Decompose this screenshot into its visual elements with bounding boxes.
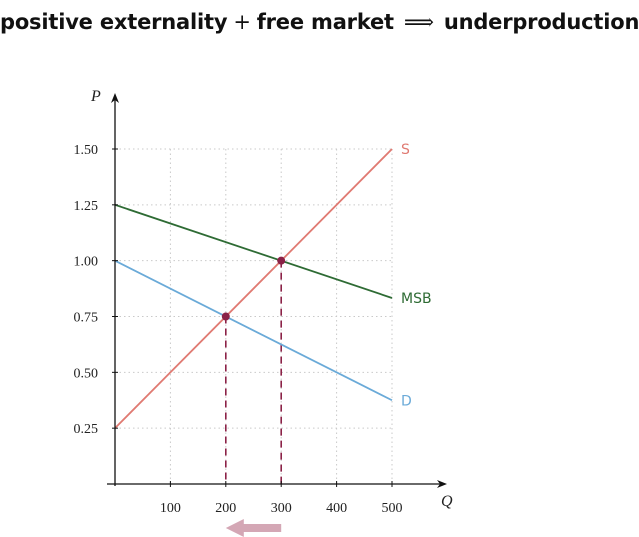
y-axis-arrowhead (111, 93, 119, 103)
title-right: underproduction (443, 10, 639, 34)
curve-msb (114, 203, 393, 299)
x-tick-label: 200 (215, 501, 236, 516)
axes (107, 93, 447, 488)
y-tick-label: 0.50 (74, 366, 99, 381)
shift-arrow-shape (225, 519, 282, 537)
shift-arrow (225, 519, 282, 537)
title-left: positive externality (0, 10, 228, 34)
x-tick-label: 400 (326, 501, 347, 516)
title-arrow: ⟹ (403, 10, 434, 34)
equilibrium-guides (225, 260, 283, 484)
ticks: 100 200 300 400 500 0.25 0.50 0.75 1.00 1.25 1.50 (74, 143, 403, 516)
equilibrium-point (277, 256, 286, 265)
title-plus: + (233, 10, 251, 34)
y-axis-label: P (90, 88, 101, 105)
x-tick-label: 100 (160, 501, 181, 516)
equilibrium-point (221, 312, 230, 321)
grid (115, 148, 393, 484)
curves (114, 148, 393, 429)
y-tick-label: 0.75 (74, 311, 99, 326)
equilibrium-points (221, 256, 286, 321)
curve-label-msb: MSB (401, 291, 432, 307)
x-axis-arrowhead (437, 480, 447, 488)
title-middle: free market (256, 10, 394, 34)
chart-title: positive externality + free market ⟹ underpr… (0, 10, 639, 34)
y-tick-label: 1.50 (74, 143, 99, 158)
curve-d (114, 259, 393, 402)
curve-label-d: D (401, 393, 412, 409)
curve-s (114, 148, 393, 429)
x-axis-label: Q (441, 493, 453, 510)
curve-labels: S MSB D (401, 142, 432, 409)
y-tick-label: 0.25 (74, 422, 99, 437)
x-tick-label: 500 (382, 501, 403, 516)
x-tick-label: 300 (271, 501, 292, 516)
y-tick-label: 1.00 (74, 255, 99, 270)
y-tick-label: 1.25 (74, 199, 99, 214)
curve-label-s: S (401, 142, 410, 158)
